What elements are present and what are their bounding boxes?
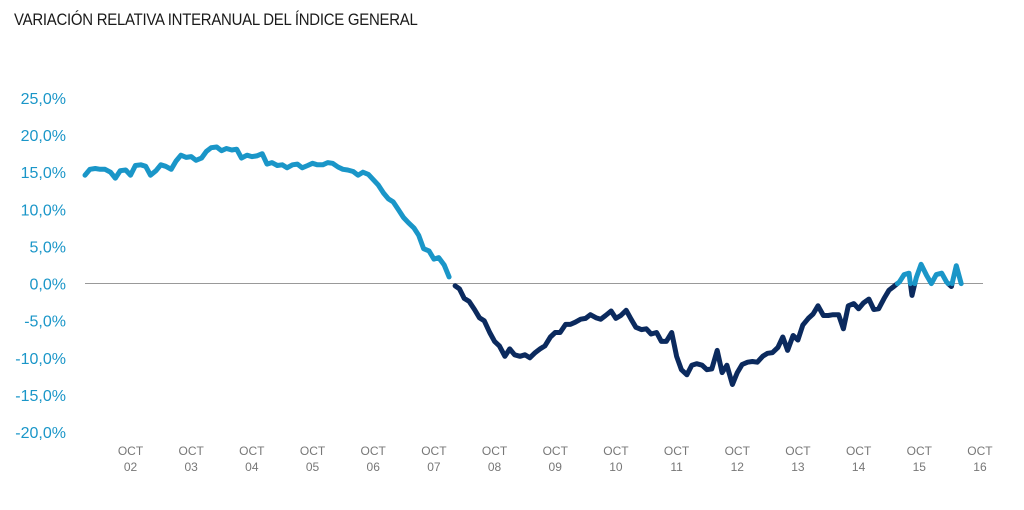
x-tick-year-label: 16: [973, 460, 987, 474]
y-tick-label: 0,0%: [30, 277, 66, 294]
x-tick-year-label: 09: [549, 460, 563, 474]
series-line-negative: [452, 281, 900, 387]
y-tick-label: 10,0%: [21, 202, 66, 219]
x-tick-month-label: OCT: [967, 444, 993, 458]
x-tick-year-label: 14: [852, 460, 866, 474]
x-tick-month-label: OCT: [118, 444, 144, 458]
x-tick-month-label: OCT: [361, 444, 387, 458]
x-tick-month-label: OCT: [482, 444, 508, 458]
y-axis-tick-labels: 25,0% 20,0% 15,0% 10,0% 5,0% 0,0% -5,0% -10,0% -…: [15, 91, 66, 442]
x-tick-year-label: 11: [670, 460, 683, 474]
series-lines: [82, 144, 964, 387]
y-tick-label: 15,0%: [21, 165, 66, 182]
y-tick-label: -5,0%: [24, 314, 66, 331]
x-tick-year-label: 04: [245, 460, 259, 474]
x-tick-month-label: OCT: [179, 444, 205, 458]
y-tick-label: -10,0%: [15, 351, 66, 368]
x-tick-year-label: 07: [427, 460, 441, 474]
x-tick-year-label: 06: [367, 460, 381, 474]
x-tick-month-label: OCT: [239, 444, 265, 458]
x-tick-month-label: OCT: [907, 444, 933, 458]
x-tick-year-label: 02: [124, 460, 138, 474]
x-tick-month-label: OCT: [725, 444, 751, 458]
y-tick-label: -20,0%: [15, 425, 66, 442]
x-tick-month-label: OCT: [664, 444, 690, 458]
series-line-positive: [912, 261, 951, 287]
x-tick-month-label: OCT: [421, 444, 447, 458]
x-tick-year-label: 10: [609, 460, 623, 474]
series-line-negative: [907, 281, 918, 298]
x-tick-month-label: OCT: [603, 444, 629, 458]
y-tick-label: -15,0%: [15, 388, 66, 405]
x-tick-year-label: 03: [185, 460, 199, 474]
series-line-positive: [949, 263, 964, 287]
series-line-positive: [894, 270, 913, 287]
y-tick-label: 20,0%: [21, 128, 66, 145]
chart-title: VARIACIÓN RELATIVA INTERANUAL DEL ÍNDICE…: [14, 10, 418, 29]
x-tick-year-label: 05: [306, 460, 320, 474]
y-tick-label: 25,0%: [21, 91, 66, 108]
x-tick-month-label: OCT: [543, 444, 569, 458]
x-tick-year-label: 15: [913, 460, 927, 474]
series-line-positive: [82, 144, 452, 280]
x-tick-year-label: 13: [791, 460, 805, 474]
x-tick-month-label: OCT: [846, 444, 872, 458]
x-tick-month-label: OCT: [300, 444, 326, 458]
y-tick-label: 5,0%: [30, 239, 66, 256]
x-tick-year-label: 08: [488, 460, 502, 474]
x-axis-tick-labels: OCT 02 OCT 03 OCT 04 OCT 05 OCT 06 OCT 07 OCT 08 OCT 09…: [118, 444, 993, 474]
x-tick-month-label: OCT: [785, 444, 811, 458]
x-tick-year-label: 12: [731, 460, 745, 474]
